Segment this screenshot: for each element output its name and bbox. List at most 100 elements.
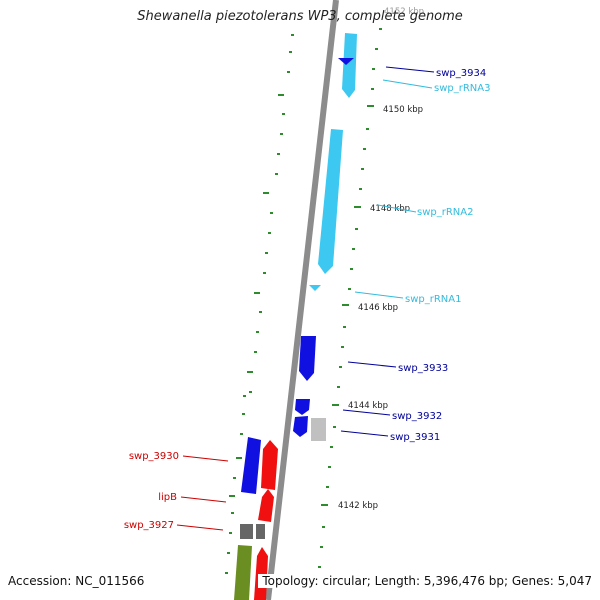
tick-mark [240,433,243,435]
tick-mark [263,272,266,274]
label-swp-3932[interactable]: swp_3932 [392,411,442,422]
leader-swp-3934 [385,66,435,73]
tick-mark [275,173,278,175]
leader-swp-3933 [347,361,397,368]
tick-mark [231,512,234,514]
label-swp-3933[interactable]: swp_3933 [398,363,448,374]
feature-swp-3931-left [293,416,308,437]
tick-mark [289,51,292,53]
tick-mark [366,128,369,130]
scale-label-4148: 4148 kbp [370,204,410,214]
tick-mark [280,133,283,135]
feature-swp-3927 [240,524,253,539]
tick-mark [328,466,331,468]
tick-mark [321,504,328,506]
tick-mark [379,28,382,30]
tick-mark [355,228,358,230]
tick-mark [339,366,342,368]
scale-label-4142: 4142 kbp [338,501,378,511]
genome-summary-text: Topology: circular; Length: 5,396,476 bp… [258,574,592,588]
label-swp-rrna3[interactable]: swp_rRNA3 [434,83,490,94]
accession-text: Accession: NC_011566 [8,574,145,588]
label-swp-3934[interactable]: swp_3934 [436,68,486,79]
feature-red-1 [261,440,278,490]
leader-swp-3930 [182,455,229,462]
tick-mark [278,94,284,96]
label-swp-rrna2[interactable]: swp_rRNA2 [417,207,473,218]
tick-mark [287,71,290,73]
scale-label-4150: 4150 kbp [383,105,423,115]
tick-mark [263,192,269,194]
feature-swp-3933 [299,336,316,381]
tick-mark [256,331,259,333]
tick-mark [348,288,351,290]
tick-mark [259,311,262,313]
tick-mark [343,326,346,328]
feature-swp-3931 [311,418,326,441]
tick-mark [227,552,230,554]
tick-mark [372,68,375,70]
tick-mark [225,572,228,574]
tick-mark [249,391,252,393]
tick-mark [282,113,285,115]
tick-mark [243,395,246,397]
tick-mark [333,426,336,428]
feature-gray-small [256,524,265,539]
tick-mark [254,351,257,353]
feature-swp-3932 [295,399,310,415]
tick-mark [322,526,325,528]
feature-swp-rrna3 [342,33,357,98]
label-swp-3931[interactable]: swp_3931 [390,432,440,443]
scale-label-4152: 4152 kbp [384,7,424,17]
tick-mark [242,413,245,415]
feature-lipB [258,489,274,522]
tick-mark [229,532,232,534]
leader-lipB [180,496,227,503]
tick-mark [291,34,294,36]
tick-mark [330,446,333,448]
tick-mark [268,232,271,234]
map-title: Shewanella piezotolerans WP3, complete g… [137,9,463,24]
leader-swp-rrna2 [377,204,417,213]
inner-tick-row [318,28,382,568]
tick-mark [354,206,361,208]
leader-swp-3927 [176,524,224,531]
tick-mark [363,148,366,150]
tick-mark [375,48,378,50]
tick-mark [320,546,323,548]
tick-mark [371,88,374,90]
tick-mark [361,168,364,170]
feature-swp-3934 [338,58,354,65]
tick-mark [254,292,260,294]
tick-mark [350,268,353,270]
feature-swp-3930 [241,437,261,494]
scale-label-4146: 4146 kbp [358,303,398,313]
scale-label-4144: 4144 kbp [348,401,388,411]
tick-mark [337,386,340,388]
label-swp-3930[interactable]: swp_3930 [129,451,179,462]
label-lipB[interactable]: lipB [158,492,177,503]
leader-swp-rrna3 [382,79,433,89]
feature-swp-rrna2 [318,129,343,274]
tick-mark [342,304,349,306]
feature-swp-rrna1 [309,285,321,291]
label-swp-rrna1[interactable]: swp_rRNA1 [405,294,461,305]
tick-mark [367,105,374,107]
tick-mark [270,212,273,214]
tick-mark [332,404,339,406]
tick-mark [229,495,235,497]
tick-mark [326,486,329,488]
tick-mark [236,457,242,459]
leader-swp-3932 [342,409,391,416]
feature-olive [234,545,252,600]
leader-swp-3931 [340,430,389,437]
tick-mark [265,252,268,254]
genome-backbone [265,0,339,600]
label-swp-3927[interactable]: swp_3927 [124,520,174,531]
tick-mark [233,477,236,479]
tick-mark [352,248,355,250]
tick-mark [247,371,253,373]
outer-tick-row [225,34,294,574]
